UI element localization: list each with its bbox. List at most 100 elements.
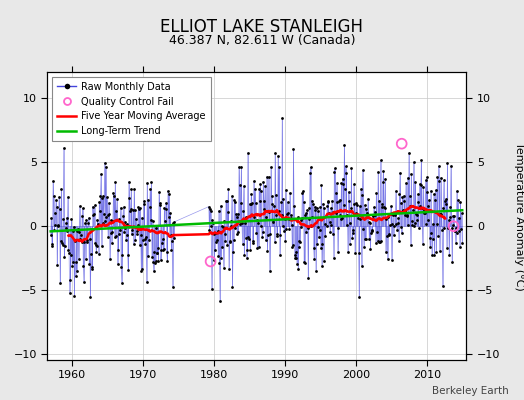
Point [370, 212, 379, 218]
Point [307, 223, 315, 230]
Point [208, 286, 216, 292]
Point [328, 198, 336, 204]
Point [247, 201, 255, 208]
Point [331, 165, 339, 172]
Point [336, 212, 344, 218]
Point [344, 188, 353, 195]
Point [215, 260, 224, 267]
Point [347, 205, 355, 211]
Point [226, 238, 234, 244]
Point [211, 230, 220, 237]
Point [71, 273, 80, 280]
Point [381, 249, 390, 255]
Point [57, 186, 66, 192]
Point [438, 227, 446, 233]
Point [62, 220, 70, 226]
Point [329, 208, 337, 215]
Point [254, 244, 263, 251]
Point [384, 214, 392, 220]
Point [129, 241, 138, 247]
Point [440, 225, 449, 232]
Point [345, 198, 353, 204]
Point [395, 191, 403, 198]
Point [359, 226, 367, 232]
Point [351, 250, 359, 256]
Point [107, 240, 116, 247]
Point [352, 200, 361, 206]
Point [346, 220, 355, 226]
Point [457, 226, 465, 232]
Point [388, 256, 396, 263]
Point [59, 216, 68, 222]
Point [139, 236, 147, 243]
Point [266, 231, 275, 238]
Point [97, 243, 106, 249]
Point [80, 279, 88, 285]
Point [407, 242, 415, 248]
Point [367, 226, 376, 233]
Point [403, 213, 411, 220]
Point [108, 229, 116, 236]
Point [48, 241, 56, 248]
Point [280, 216, 289, 222]
Point [358, 192, 366, 198]
Point [350, 200, 358, 207]
Point [329, 230, 337, 237]
Point [427, 187, 435, 194]
Point [279, 223, 287, 229]
Point [60, 145, 68, 151]
Point [124, 252, 132, 258]
Point [274, 233, 282, 240]
Point [104, 234, 112, 240]
Point [56, 206, 64, 212]
Point [414, 199, 422, 205]
Point [413, 191, 422, 197]
Point [73, 228, 82, 234]
Point [130, 207, 139, 213]
Point [452, 225, 461, 231]
Point [416, 202, 424, 209]
Point [206, 208, 215, 214]
Point [323, 203, 331, 209]
Point [322, 212, 330, 219]
Point [258, 234, 266, 240]
Point [336, 216, 345, 222]
Point [320, 205, 329, 211]
Point [290, 252, 299, 258]
Point [431, 197, 439, 204]
Point [451, 228, 460, 235]
Point [411, 220, 419, 227]
Point [145, 204, 154, 210]
Point [121, 218, 129, 225]
Point [76, 236, 84, 242]
Point [239, 208, 247, 214]
Point [133, 230, 141, 237]
Point [275, 208, 283, 214]
Point [412, 212, 421, 218]
Point [72, 268, 81, 275]
Point [135, 242, 144, 248]
Point [264, 232, 272, 239]
Point [216, 202, 225, 209]
Point [321, 221, 329, 227]
Point [356, 216, 365, 222]
Point [165, 190, 173, 197]
Point [262, 214, 270, 220]
Point [95, 199, 103, 206]
Point [244, 234, 253, 240]
Point [248, 200, 256, 206]
Point [221, 238, 230, 245]
Point [50, 226, 59, 233]
Point [92, 248, 101, 255]
Point [298, 190, 307, 196]
Point [244, 150, 252, 156]
Point [231, 225, 239, 231]
Point [144, 253, 152, 259]
Point [60, 254, 69, 260]
Point [444, 225, 452, 232]
Point [161, 218, 169, 225]
Point [141, 241, 150, 247]
Point [420, 210, 429, 216]
Point [357, 186, 365, 192]
Point [161, 206, 170, 212]
